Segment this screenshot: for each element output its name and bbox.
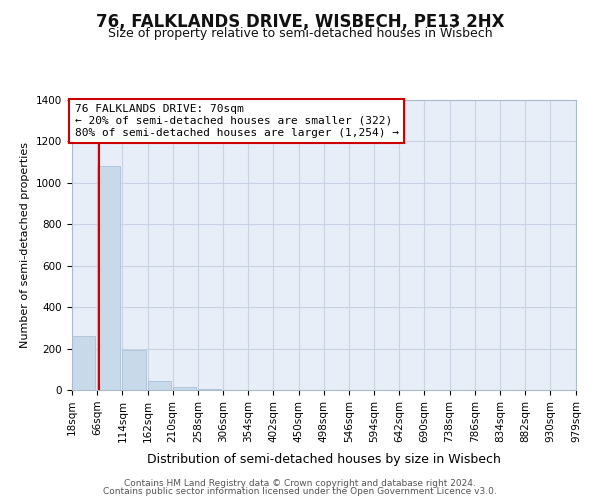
Bar	[122, 350, 146, 390]
Text: Contains HM Land Registry data © Crown copyright and database right 2024.: Contains HM Land Registry data © Crown c…	[124, 478, 476, 488]
Bar	[97, 166, 121, 390]
Text: 76 FALKLANDS DRIVE: 70sqm
← 20% of semi-detached houses are smaller (322)
80% of: 76 FALKLANDS DRIVE: 70sqm ← 20% of semi-…	[74, 104, 398, 138]
X-axis label: Distribution of semi-detached houses by size in Wisbech: Distribution of semi-detached houses by …	[147, 453, 501, 466]
Text: Contains public sector information licensed under the Open Government Licence v3: Contains public sector information licen…	[103, 487, 497, 496]
Y-axis label: Number of semi-detached properties: Number of semi-detached properties	[20, 142, 31, 348]
Text: 76, FALKLANDS DRIVE, WISBECH, PE13 2HX: 76, FALKLANDS DRIVE, WISBECH, PE13 2HX	[96, 12, 504, 30]
Bar	[148, 380, 170, 390]
Bar	[198, 389, 221, 390]
Bar	[72, 336, 95, 390]
Bar	[173, 387, 196, 390]
Text: Size of property relative to semi-detached houses in Wisbech: Size of property relative to semi-detach…	[107, 28, 493, 40]
